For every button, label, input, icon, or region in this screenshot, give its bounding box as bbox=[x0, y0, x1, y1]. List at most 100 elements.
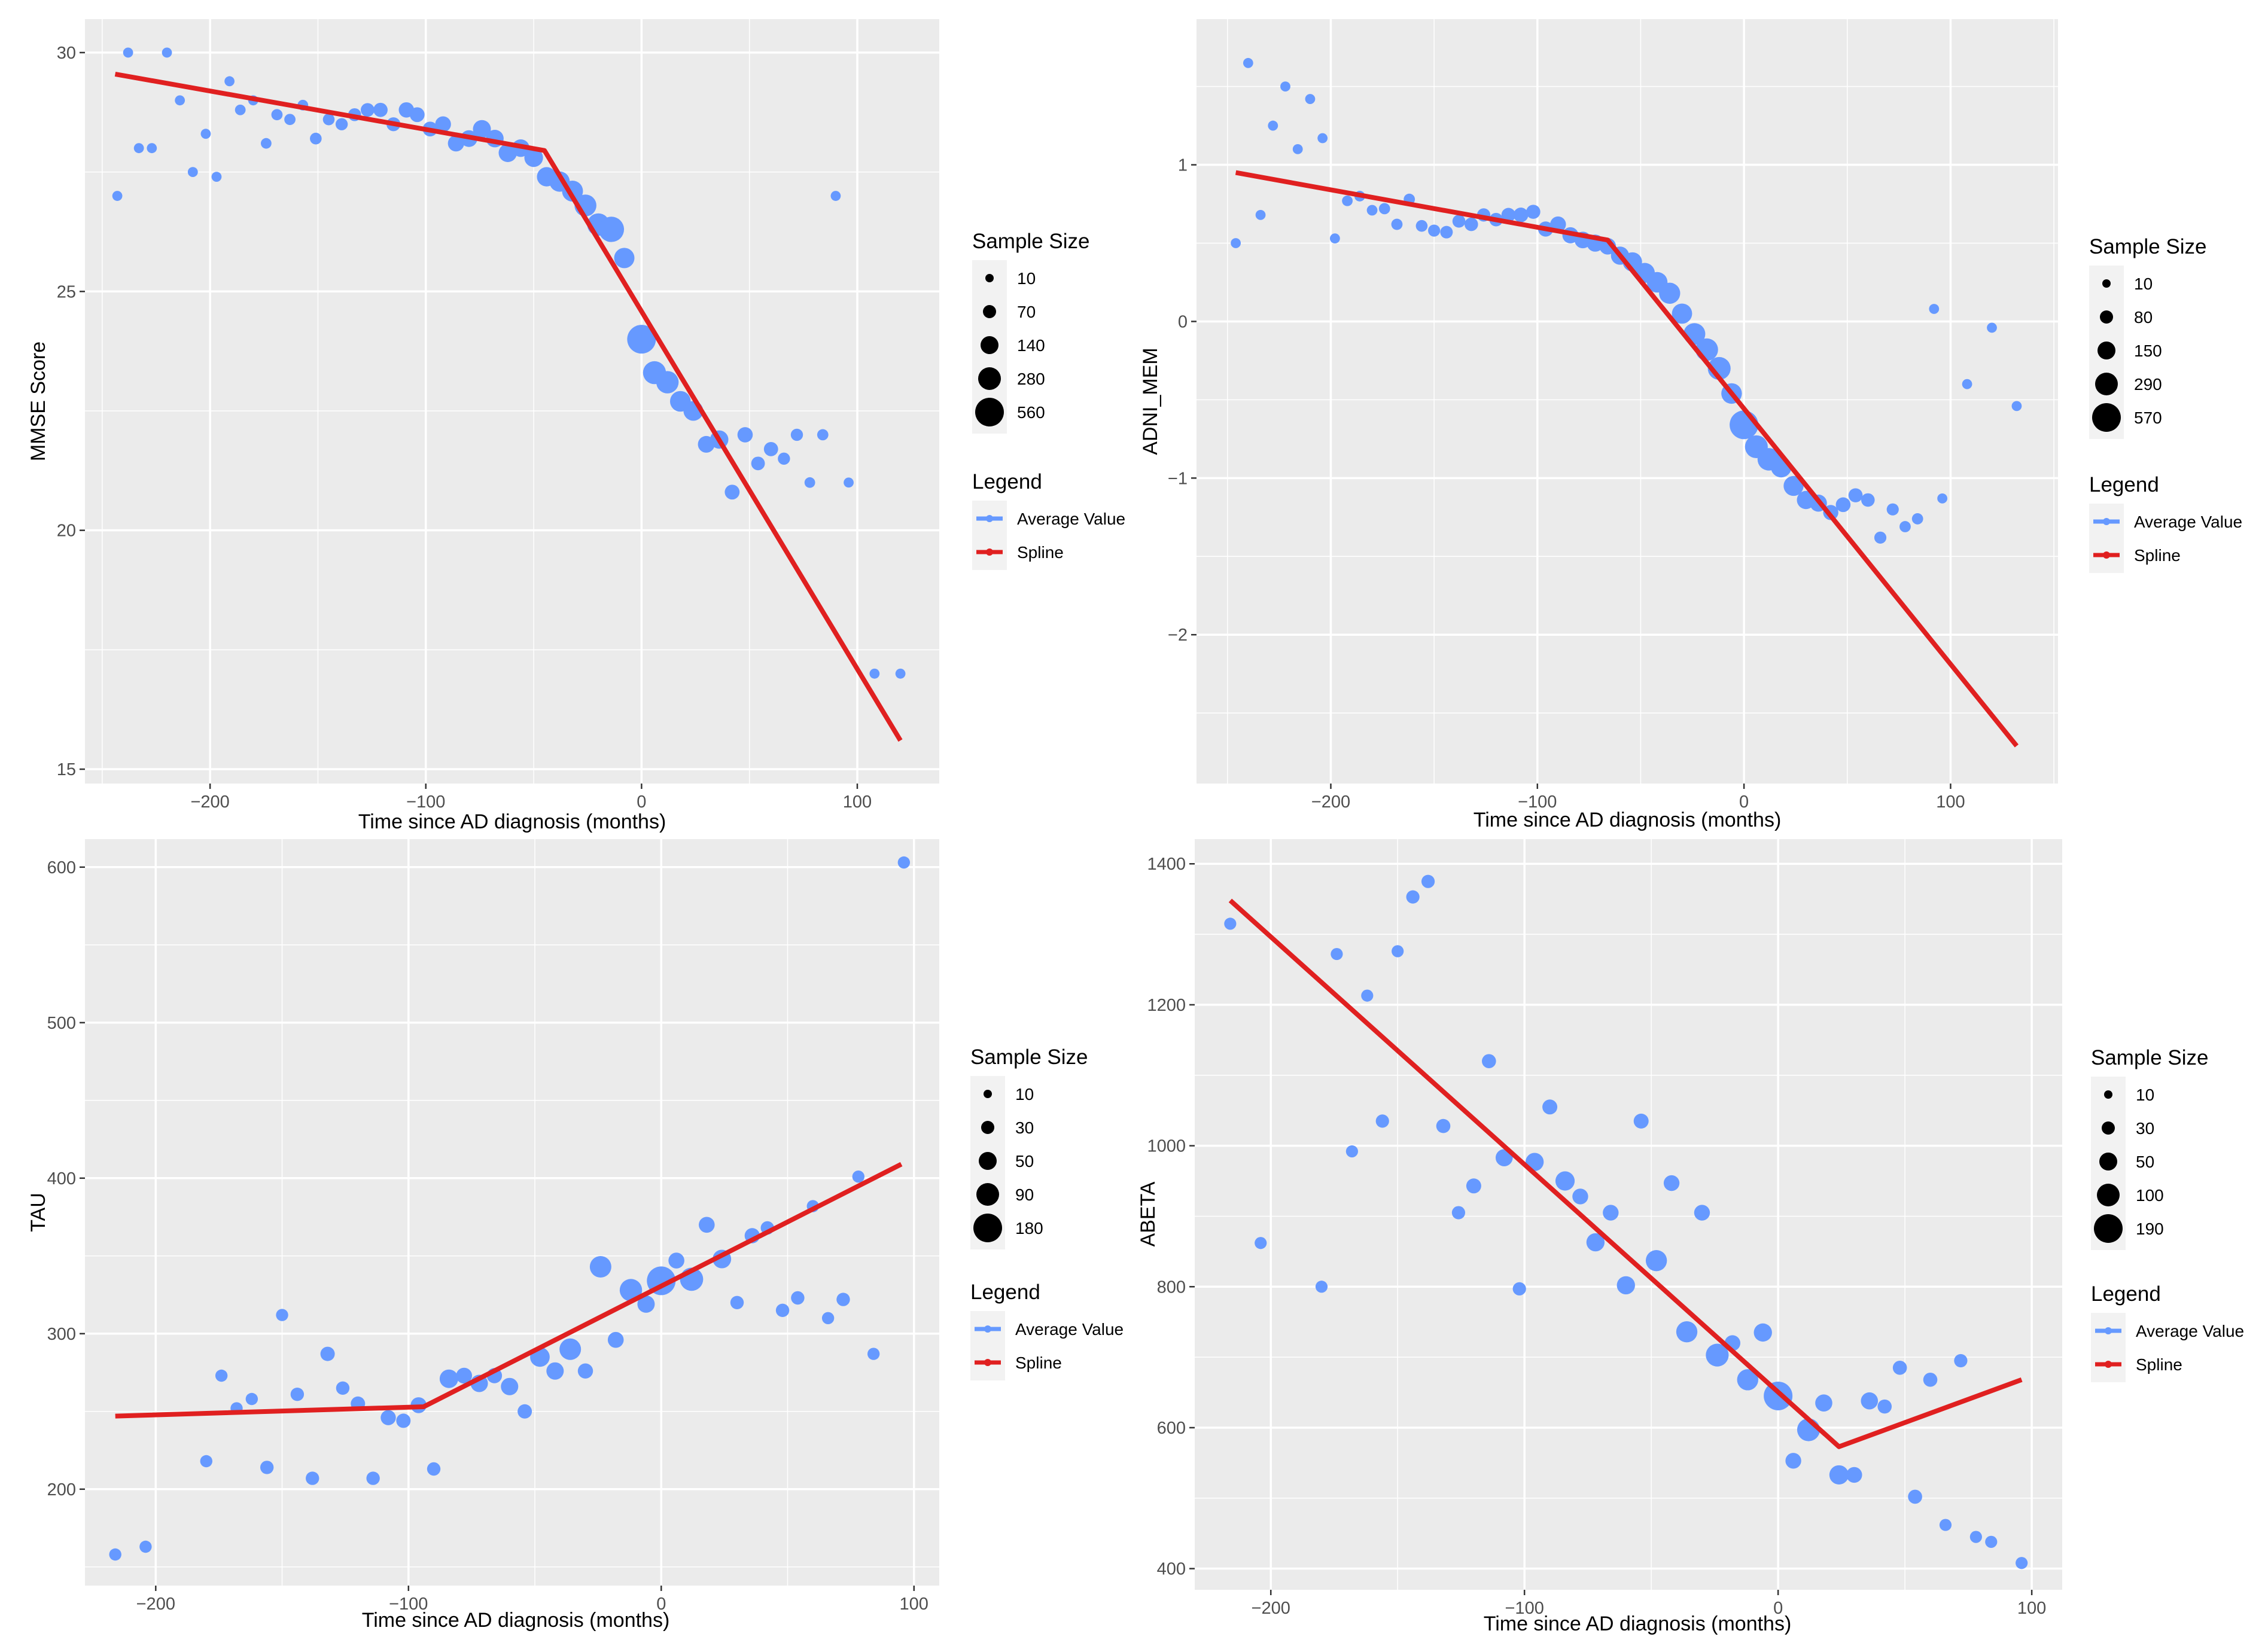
data-point bbox=[737, 427, 753, 443]
panel-background bbox=[1195, 839, 2062, 1590]
data-point bbox=[730, 1296, 744, 1309]
data-point bbox=[1526, 205, 1541, 219]
data-point bbox=[1603, 1205, 1619, 1221]
data-point bbox=[1501, 208, 1516, 222]
xlabel-mmse: Time since AD diagnosis (months) bbox=[358, 810, 666, 833]
size-legend-label: 50 bbox=[2136, 1153, 2154, 1171]
legend-label-spline: Spline bbox=[1017, 543, 1064, 562]
data-point bbox=[1892, 1361, 1907, 1375]
data-point bbox=[1676, 1321, 1698, 1343]
data-point bbox=[1391, 218, 1403, 230]
legend-keys bbox=[972, 501, 1007, 570]
data-point bbox=[804, 477, 815, 488]
x-tick-label: 0 bbox=[1739, 792, 1749, 812]
plot-area-mmse: −200 −100 0 100 15 20 25 30 bbox=[57, 19, 939, 812]
legend-key-spline-dot bbox=[986, 548, 993, 556]
data-point bbox=[200, 1455, 212, 1468]
legend-keys bbox=[2091, 1313, 2126, 1382]
data-point bbox=[1645, 1249, 1667, 1272]
y-tick-label: 400 bbox=[47, 1169, 76, 1188]
data-point bbox=[1616, 1276, 1635, 1295]
y-tick-label: 20 bbox=[57, 522, 76, 541]
data-point bbox=[1555, 1171, 1575, 1191]
data-point bbox=[310, 132, 322, 145]
data-point bbox=[1513, 208, 1529, 222]
data-point bbox=[790, 428, 803, 441]
data-point bbox=[456, 1367, 473, 1384]
size-legend-label: 50 bbox=[1015, 1152, 1034, 1171]
size-legend-label: 290 bbox=[2134, 375, 2162, 394]
data-point bbox=[1987, 322, 1997, 333]
data-point bbox=[1378, 203, 1390, 215]
data-point bbox=[1861, 493, 1875, 507]
x-tick-label: −200 bbox=[1311, 792, 1350, 812]
panel-background bbox=[1197, 19, 2058, 784]
data-point bbox=[1908, 1489, 1922, 1504]
data-point bbox=[895, 668, 906, 679]
data-point bbox=[775, 1303, 790, 1317]
data-point bbox=[1985, 1535, 1998, 1548]
legend-title: Legend bbox=[2089, 473, 2159, 496]
data-point bbox=[133, 143, 144, 154]
data-point bbox=[284, 114, 296, 126]
data-point bbox=[897, 856, 911, 869]
size-key-dot bbox=[2097, 1184, 2120, 1206]
y-tick-label: 25 bbox=[57, 282, 76, 301]
data-point bbox=[1224, 918, 1237, 930]
legend-tau: Sample Size 10 30 50 90 180 Legend Avera… bbox=[970, 1045, 1124, 1380]
size-legend-label: 70 bbox=[1017, 303, 1036, 321]
data-point bbox=[261, 138, 272, 149]
size-legend-label: 90 bbox=[1015, 1185, 1034, 1204]
data-point bbox=[245, 1392, 258, 1406]
data-point bbox=[1495, 1149, 1513, 1166]
data-point bbox=[852, 1171, 865, 1183]
panel-mmse: −200 −100 0 100 15 20 25 30 MMSE Score Time sin… bbox=[27, 19, 1125, 833]
data-point bbox=[147, 143, 157, 154]
data-point bbox=[627, 325, 656, 354]
size-key-dot bbox=[984, 1090, 992, 1098]
data-point bbox=[1929, 304, 1940, 314]
data-point bbox=[260, 1461, 274, 1474]
data-point bbox=[1331, 947, 1343, 961]
data-point bbox=[836, 1293, 850, 1306]
plot-area-adni-mem: −200 −100 0 100 −2 −1 0 1 bbox=[1168, 19, 2058, 812]
x-tick-label: −200 bbox=[136, 1595, 175, 1614]
data-point bbox=[1345, 1145, 1358, 1158]
data-point bbox=[1231, 238, 1241, 248]
data-point bbox=[1415, 220, 1428, 232]
data-point bbox=[1406, 890, 1420, 904]
xlabel-adni-mem: Time since AD diagnosis (months) bbox=[1474, 809, 1782, 831]
data-point bbox=[1633, 1113, 1649, 1129]
x-tick-label: −100 bbox=[389, 1595, 428, 1614]
size-legend-label: 30 bbox=[1015, 1118, 1034, 1137]
data-point bbox=[1848, 488, 1863, 502]
data-point bbox=[1899, 521, 1911, 532]
size-legend-label: 30 bbox=[2136, 1119, 2154, 1138]
data-point bbox=[517, 1404, 532, 1419]
data-point bbox=[614, 248, 635, 269]
y-tick-label: 600 bbox=[1157, 1419, 1186, 1438]
x-tick-label: −200 bbox=[1252, 1599, 1290, 1618]
legend-keys bbox=[2089, 504, 2124, 573]
x-tick-label: 0 bbox=[637, 792, 646, 812]
size-legend-title: Sample Size bbox=[970, 1045, 1088, 1069]
data-point bbox=[1268, 120, 1278, 131]
data-point bbox=[598, 217, 625, 242]
data-point bbox=[1436, 1118, 1451, 1133]
data-point bbox=[473, 120, 491, 138]
size-legend-label: 10 bbox=[2136, 1086, 2154, 1104]
size-legend-title: Sample Size bbox=[2089, 235, 2206, 258]
size-key-dot bbox=[983, 305, 996, 318]
data-point bbox=[2016, 1557, 2028, 1569]
plot-area-tau: −200 −100 0 100 200 300 400 500 600 bbox=[47, 839, 939, 1614]
data-point bbox=[1706, 1343, 1729, 1367]
data-point bbox=[1586, 1233, 1605, 1252]
panel-adni-mem: −200 −100 0 100 −2 −1 0 1 ADNI_MEM Time since A… bbox=[1139, 19, 2242, 831]
data-point bbox=[276, 1309, 288, 1321]
data-point bbox=[501, 1377, 519, 1395]
y-tick-label: 1400 bbox=[1147, 855, 1186, 874]
data-point bbox=[778, 452, 790, 465]
data-point bbox=[109, 1548, 121, 1561]
data-point bbox=[1694, 1205, 1710, 1221]
